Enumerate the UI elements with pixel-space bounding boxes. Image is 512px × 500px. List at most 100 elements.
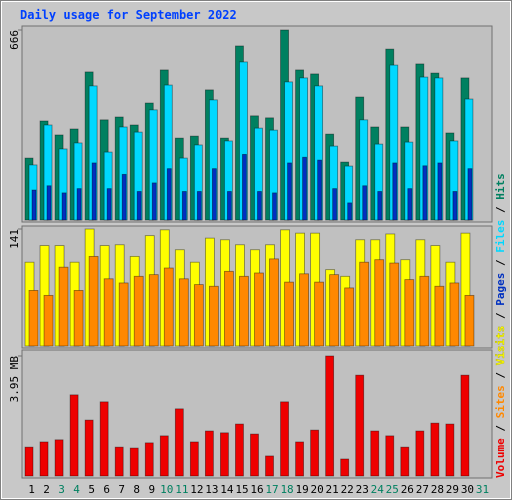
bar	[178, 278, 189, 347]
bar	[69, 394, 79, 477]
bar	[404, 279, 415, 347]
x-tick-label: 5	[88, 483, 95, 496]
bar	[235, 423, 244, 477]
legend-entry: Files	[494, 220, 507, 253]
legend-separator: /	[494, 418, 507, 438]
bar	[118, 282, 129, 347]
bar	[344, 287, 355, 347]
bar	[189, 441, 199, 477]
bar	[114, 446, 124, 477]
bar	[250, 433, 259, 477]
x-tick-label: 9	[148, 483, 155, 496]
x-tick-label: 15	[235, 483, 248, 496]
bar	[329, 274, 340, 347]
bar	[265, 455, 274, 477]
bar	[103, 278, 114, 347]
bar	[314, 281, 325, 347]
legend-separator: /	[494, 253, 507, 273]
bar	[84, 419, 94, 477]
bar	[374, 259, 385, 347]
bar	[464, 294, 475, 347]
bar	[445, 423, 455, 477]
bar	[287, 162, 292, 221]
bar	[76, 188, 82, 221]
x-tick-label: 25	[386, 483, 399, 496]
legend-entry: Sites	[494, 385, 507, 418]
bar	[460, 374, 470, 477]
y-tick-label: 141	[8, 229, 21, 249]
x-tick-label: 22	[341, 483, 354, 496]
x-tick-label: 16	[250, 483, 263, 496]
bar	[415, 430, 425, 477]
bar	[174, 408, 184, 477]
x-tick-label: 30	[461, 483, 474, 496]
bar	[310, 429, 320, 477]
bar	[430, 422, 440, 477]
bar	[242, 153, 247, 221]
bar	[151, 182, 157, 221]
bar	[211, 168, 217, 221]
bar	[73, 290, 84, 347]
bar	[449, 282, 460, 347]
bar	[325, 355, 335, 477]
x-tick-label: 24	[371, 483, 385, 496]
bar	[227, 191, 232, 221]
bar	[362, 185, 368, 221]
x-tick-label: 8	[133, 483, 140, 496]
x-tick-label: 7	[118, 483, 125, 496]
bar	[106, 188, 112, 221]
x-tick-label: 19	[295, 483, 308, 496]
bar	[347, 202, 353, 221]
x-tick-label: 12	[190, 483, 203, 496]
bar	[254, 272, 264, 347]
x-tick-label: 6	[103, 483, 110, 496]
x-tick-label: 23	[356, 483, 369, 496]
x-tick-label: 13	[205, 483, 218, 496]
legend-entry: Hits	[494, 173, 507, 200]
legend-separator: /	[494, 365, 507, 385]
x-tick-label: 2	[43, 483, 50, 496]
bar	[121, 173, 127, 221]
x-tick-label: 14	[220, 483, 234, 496]
bar	[88, 255, 99, 347]
bar	[24, 446, 34, 477]
bar	[452, 191, 458, 221]
bar	[239, 275, 249, 347]
x-tick-label: 3	[58, 483, 65, 496]
bar	[129, 447, 139, 477]
bar	[61, 192, 67, 221]
x-tick-label: 29	[446, 483, 459, 496]
chart-title: Daily usage for September 2022	[20, 8, 237, 22]
bar	[58, 266, 69, 347]
x-tick-label: 27	[416, 483, 429, 496]
x-tick-label: 1	[28, 483, 35, 496]
bar	[39, 441, 49, 477]
bar	[144, 442, 154, 477]
y-tick-label: 666	[8, 30, 21, 50]
bar	[208, 285, 219, 347]
bar	[166, 168, 172, 221]
bar	[204, 430, 214, 477]
bar	[295, 441, 304, 477]
bar	[467, 168, 473, 221]
bar	[28, 290, 39, 347]
bar	[31, 189, 37, 221]
bar	[181, 191, 187, 221]
bar	[46, 185, 52, 221]
x-tick-label: 28	[431, 483, 444, 496]
bar	[299, 273, 309, 347]
bar	[220, 432, 229, 477]
bar	[163, 267, 174, 347]
bar	[272, 192, 277, 221]
bar	[224, 270, 234, 347]
bar	[377, 191, 383, 221]
bar	[340, 458, 350, 477]
bar	[302, 156, 307, 221]
bar	[389, 262, 400, 347]
legend-entry: Pages	[494, 273, 507, 306]
x-tick-label: 17	[265, 483, 278, 496]
bar	[317, 159, 323, 221]
bar	[148, 274, 159, 347]
